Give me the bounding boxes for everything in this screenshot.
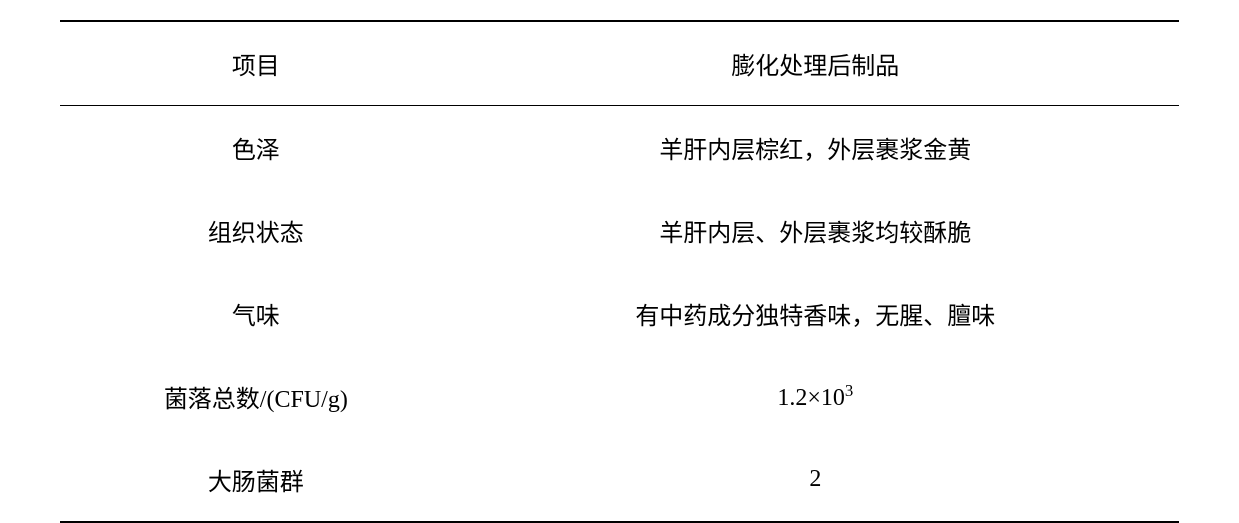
cell-value: 羊肝内层、外层裹浆均较酥脆	[452, 189, 1179, 272]
cell-value: 2	[452, 438, 1179, 522]
cell-item: 色泽	[60, 106, 452, 190]
table-row: 大肠菌群 2	[60, 438, 1179, 522]
table-row: 气味 有中药成分独特香味，无腥、膻味	[60, 272, 1179, 355]
table-row: 色泽 羊肝内层棕红，外层裹浆金黄	[60, 106, 1179, 190]
cell-value: 羊肝内层棕红，外层裹浆金黄	[452, 106, 1179, 190]
header-value: 膨化处理后制品	[452, 21, 1179, 106]
header-item: 项目	[60, 21, 452, 106]
table-row: 菌落总数/(CFU/g) 1.2×103	[60, 355, 1179, 438]
cell-value: 1.2×103	[452, 355, 1179, 438]
cell-item: 组织状态	[60, 189, 452, 272]
cell-item: 大肠菌群	[60, 438, 452, 522]
cell-item: 菌落总数/(CFU/g)	[60, 355, 452, 438]
cell-value: 有中药成分独特香味，无腥、膻味	[452, 272, 1179, 355]
cell-item: 气味	[60, 272, 452, 355]
table-body: 色泽 羊肝内层棕红，外层裹浆金黄 组织状态 羊肝内层、外层裹浆均较酥脆 气味 有…	[60, 106, 1179, 523]
table-row: 组织状态 羊肝内层、外层裹浆均较酥脆	[60, 189, 1179, 272]
table-header-row: 项目 膨化处理后制品	[60, 21, 1179, 106]
product-quality-table: 项目 膨化处理后制品 色泽 羊肝内层棕红，外层裹浆金黄 组织状态 羊肝内层、外层…	[60, 20, 1179, 523]
